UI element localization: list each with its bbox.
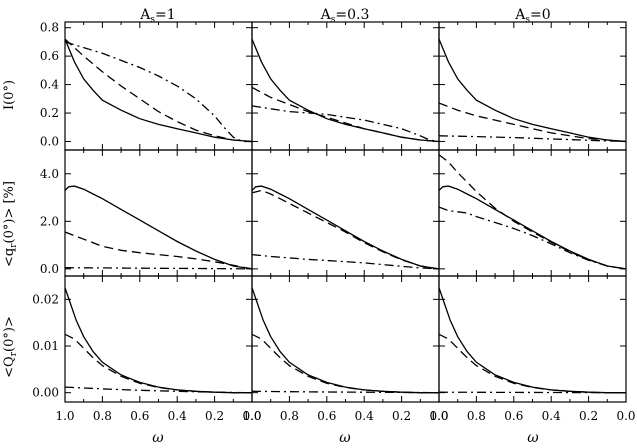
y-tick-label: 0.2 xyxy=(40,106,59,120)
panel-frame xyxy=(438,21,627,151)
y-tick-label: 0.0 xyxy=(40,134,59,148)
series-dash-line xyxy=(65,38,252,143)
series-dash-line xyxy=(252,333,439,394)
x-tick-label: 0.4 xyxy=(355,409,374,423)
x-axis-label-2: ω xyxy=(339,430,351,446)
row-label-q-percent: <qr(0°)> [%] xyxy=(2,181,19,267)
series-solid-line xyxy=(252,287,439,394)
panel-frame xyxy=(251,149,440,277)
series-dash-line xyxy=(252,86,439,143)
series-solid-line xyxy=(439,38,626,143)
x-tick-label: 0.2 xyxy=(392,409,411,423)
series-solid-line xyxy=(439,287,626,394)
panel-r1-c3 xyxy=(438,21,627,151)
x-tick-label: 0.8 xyxy=(467,409,486,423)
series-solid-line xyxy=(439,185,626,270)
series-solid-line xyxy=(65,38,252,143)
row-label-q-total: <Qr(0°)> xyxy=(2,316,19,378)
series-dash-line xyxy=(65,231,252,270)
panel-r2-c2 xyxy=(251,149,440,277)
panel-r3-c3: 1.0 0.8 0.6 0.4 0.2 0.0 xyxy=(429,275,636,423)
x-tick-label: 0.6 xyxy=(317,409,336,423)
x-tick-label: 0.6 xyxy=(504,409,523,423)
series-dashdot-line xyxy=(252,390,439,394)
panel-frame xyxy=(64,275,253,403)
x-tick-label: 1.0 xyxy=(242,409,261,423)
column-title-2: As=0.3 xyxy=(320,7,370,25)
y-tick-label: 0.00 xyxy=(32,386,59,400)
x-tick-label: 0.6 xyxy=(130,409,149,423)
panel-frame xyxy=(251,21,440,151)
series-dashdot-line xyxy=(252,105,439,143)
series-dashdot-line xyxy=(65,267,252,270)
x-tick-label: 0.2 xyxy=(579,409,598,423)
series-dashdot-line xyxy=(439,391,626,394)
series-dash-line xyxy=(439,102,626,143)
x-axis-label-1: ω xyxy=(152,430,164,446)
panel-r3-c2: 1.0 0.8 0.6 0.4 0.2 0.0 xyxy=(242,275,449,423)
y-tick-label: 0.8 xyxy=(40,21,59,35)
x-tick-label: 0.2 xyxy=(205,409,224,423)
x-tick-label: 0.8 xyxy=(280,409,299,423)
series-dash-line xyxy=(439,154,626,270)
x-tick-label: 0.8 xyxy=(93,409,112,423)
x-tick-label: 0.0 xyxy=(429,409,448,423)
series-dash-line xyxy=(65,333,252,394)
y-tick-label: 0.4 xyxy=(40,78,59,92)
x-tick-label: 0.4 xyxy=(168,409,187,423)
series-dashdot-line xyxy=(65,41,252,143)
panel-frame xyxy=(438,275,627,403)
x-tick-label: 0.0 xyxy=(242,409,261,423)
y-tick-label: 0.0 xyxy=(40,262,59,276)
series-dashdot-line xyxy=(65,386,252,394)
x-tick-label: 0.0 xyxy=(616,409,635,423)
panel-grid: 0.00.20.40.60.80.02.04.01.0 0.8 0.6 0.4 0.2 0… xyxy=(32,21,635,423)
y-tick-label: 0.02 xyxy=(32,292,59,306)
y-tick-label: 0.6 xyxy=(40,49,59,63)
row-label-intensity: I(0°) xyxy=(2,80,17,110)
panel-r2-c1: 0.0 2.0 4.0 xyxy=(40,149,253,277)
series-dashdot-line xyxy=(439,206,626,270)
x-tick-label: 0.4 xyxy=(542,409,561,423)
series-solid-line xyxy=(252,38,439,143)
panel-r2-c3 xyxy=(438,149,627,277)
x-tick-label: 1.0 xyxy=(429,409,448,423)
x-axis-label-3: ω xyxy=(527,430,539,446)
series-solid-line xyxy=(65,185,252,270)
x-tick-label: 1.0 xyxy=(55,409,74,423)
panel-frame xyxy=(251,275,440,403)
series-dash-line xyxy=(439,333,626,394)
panel-r3-c1: 1.0 0.8 0.6 0.4 0.2 0.0 0.00 0.01 0.02 xyxy=(32,275,262,423)
series-dash-line xyxy=(252,189,439,270)
series-dashdot-line xyxy=(439,135,626,143)
panel-frame xyxy=(438,149,627,277)
panel-r1-c2 xyxy=(251,21,440,151)
column-title-3: As=0 xyxy=(514,7,550,25)
y-tick-label: 2.0 xyxy=(40,214,59,228)
column-title-1: As=1 xyxy=(139,7,175,25)
y-tick-label: 4.0 xyxy=(40,167,59,181)
series-solid-line xyxy=(65,287,252,394)
series-dashdot-line xyxy=(252,253,439,270)
panel-frame xyxy=(64,149,253,277)
panel-frame xyxy=(64,21,253,151)
panel-r1-c1: 0.0 0.2 0.4 0.6 0.8 xyxy=(40,21,253,151)
y-tick-label: 0.01 xyxy=(32,339,59,353)
